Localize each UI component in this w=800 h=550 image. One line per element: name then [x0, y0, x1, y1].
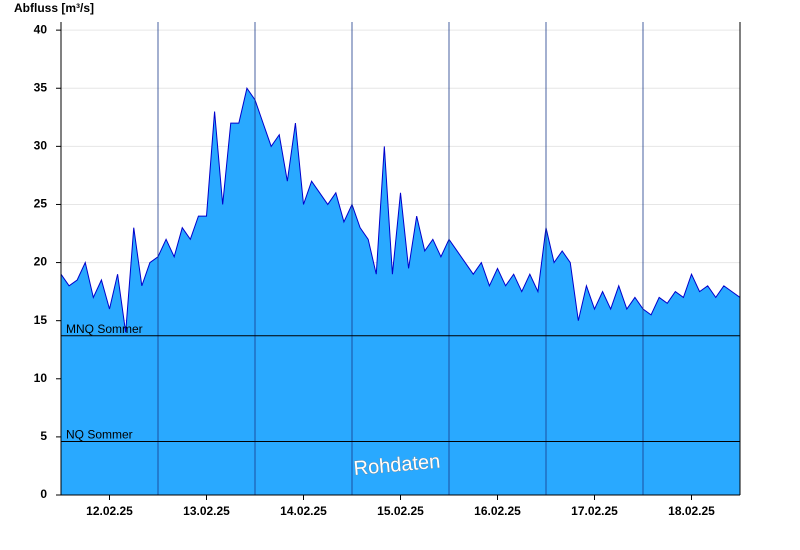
y-axis-label: Abfluss [m³/s]: [14, 1, 94, 15]
line: [60, 87, 741, 333]
y-tick-label: 10: [34, 371, 48, 385]
y-tick-label: 40: [34, 22, 48, 36]
y-tick-label: 30: [34, 139, 48, 153]
x-tick-label: 16.02.25: [474, 504, 521, 518]
x-tick-label: 12.02.25: [86, 504, 133, 518]
area: [61, 88, 740, 496]
y-tick-label: 15: [34, 313, 48, 327]
y-tick-label: 20: [34, 255, 48, 269]
y-tick-label: 25: [34, 197, 48, 211]
y-tick-label: 35: [34, 80, 48, 94]
x-tick-label: 15.02.25: [377, 504, 424, 518]
y-tick-label: 5: [40, 429, 47, 443]
x-tick-label: 13.02.25: [183, 504, 230, 518]
x-tick-label: 17.02.25: [571, 504, 618, 518]
x-tick-label: 14.02.25: [280, 504, 327, 518]
reference-label: MNQ Sommer: [66, 322, 143, 336]
x-tick-label: 18.02.25: [668, 504, 715, 518]
reference-label: NQ Sommer: [66, 428, 133, 442]
y-tick-label: 0: [40, 487, 47, 501]
